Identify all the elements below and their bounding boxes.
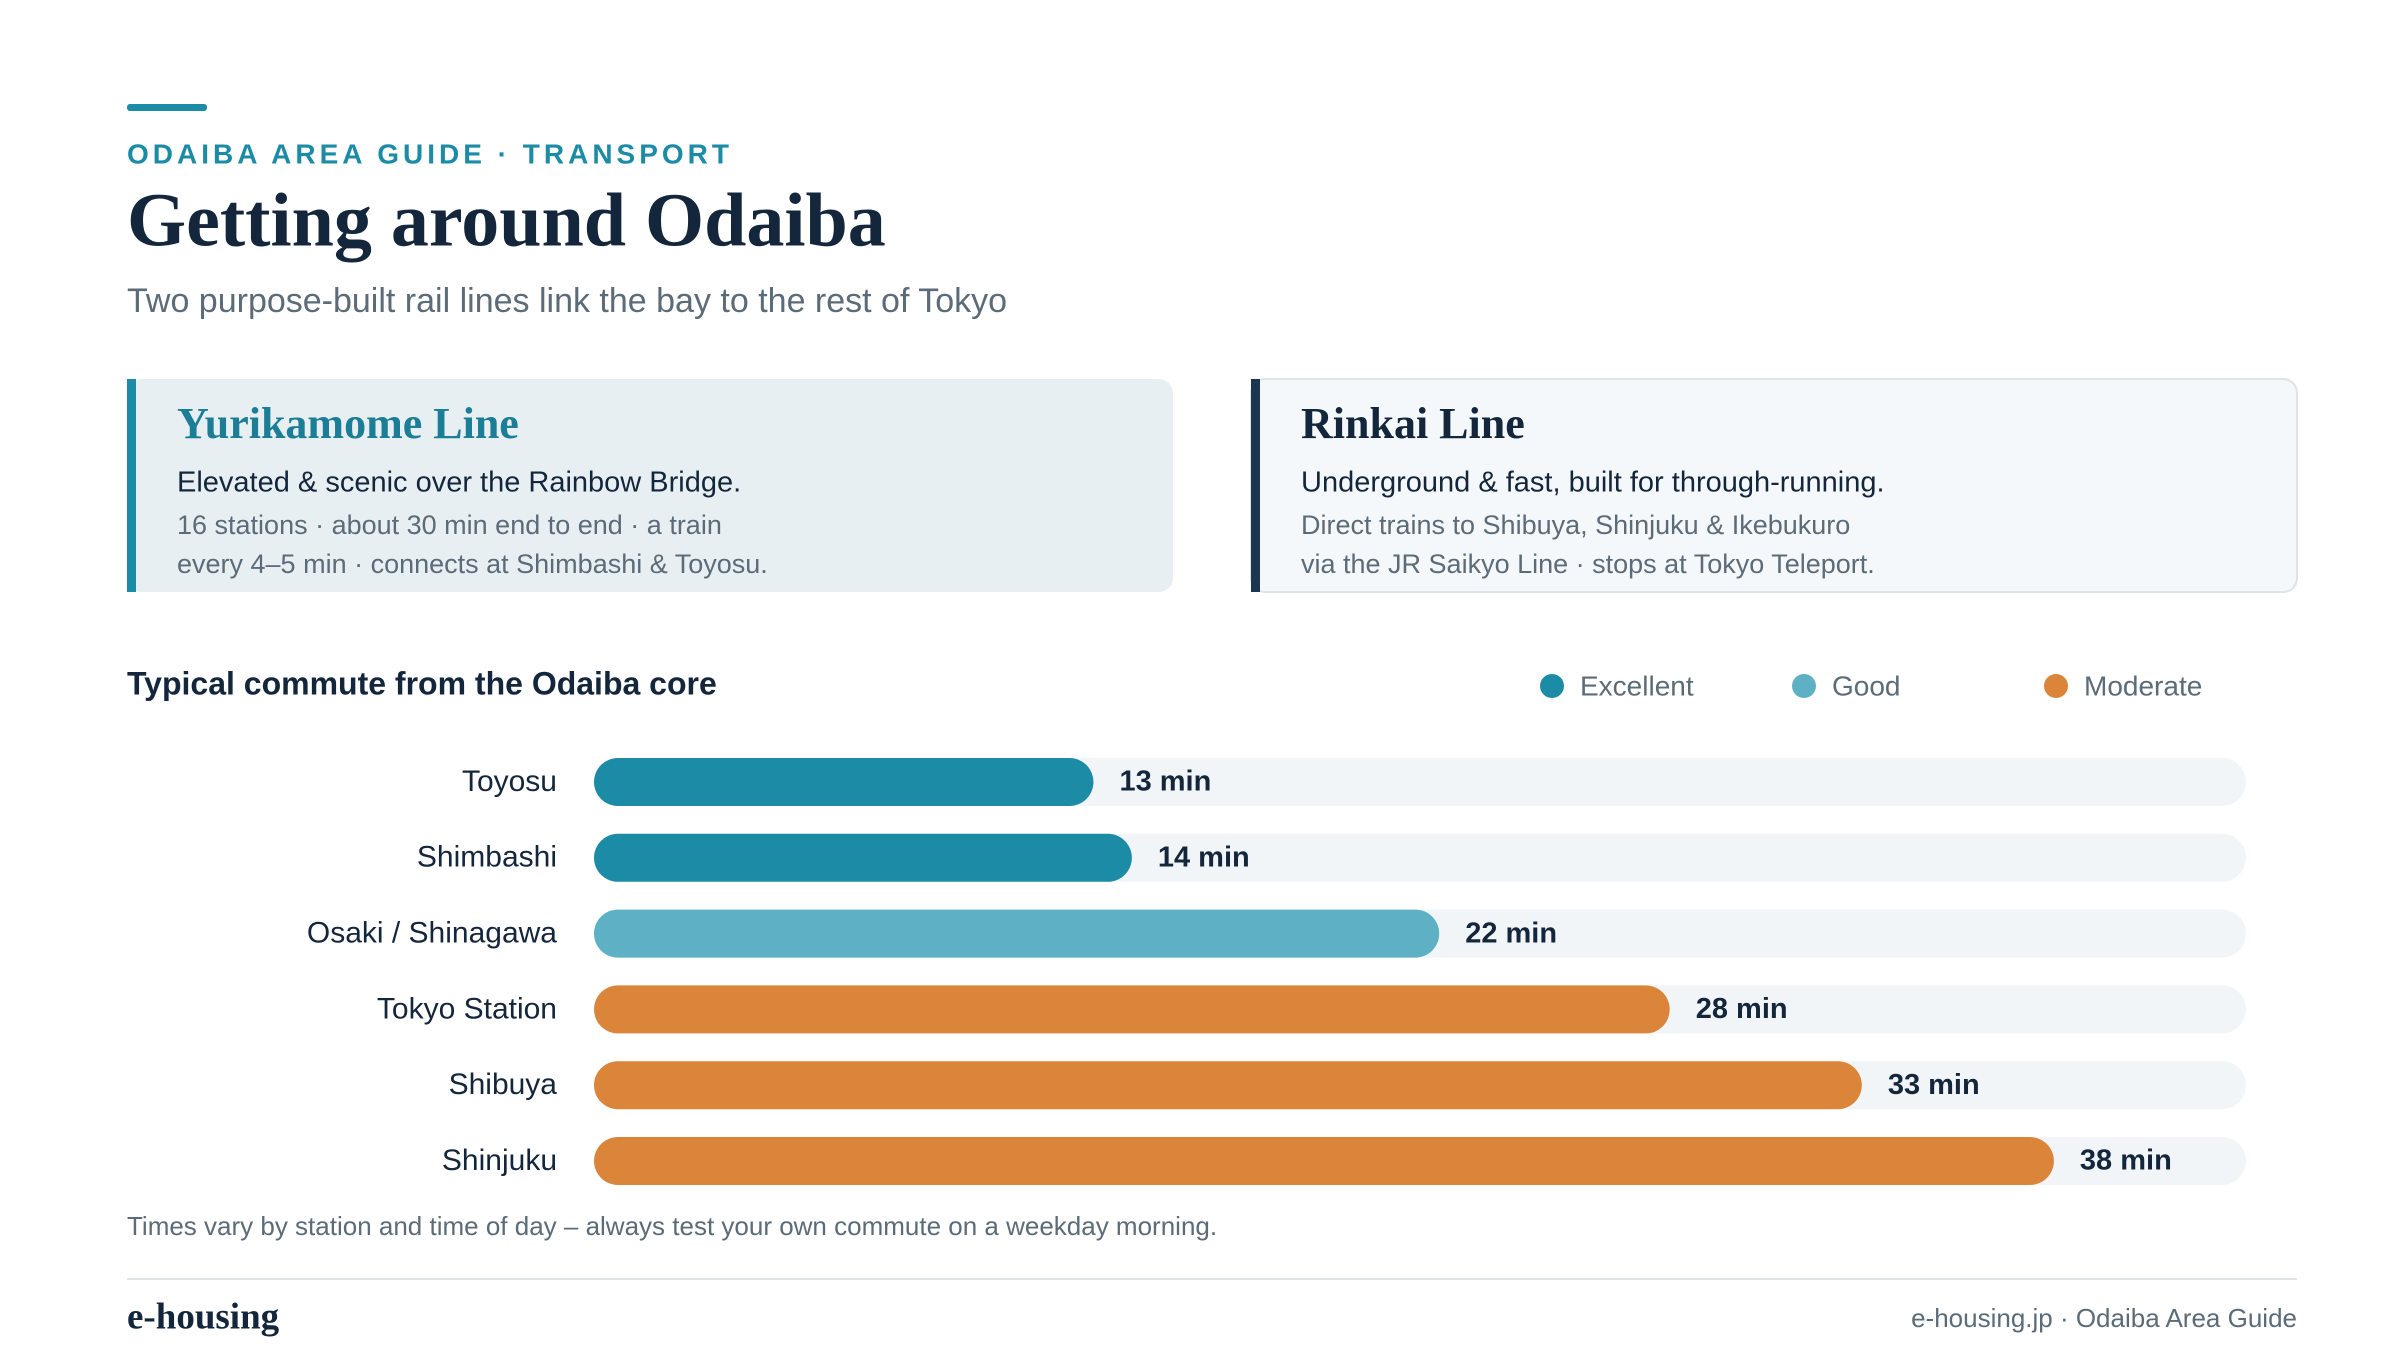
- card-title: Rinkai Line: [1301, 399, 1525, 448]
- category-label: Shibuya: [449, 1068, 558, 1101]
- chart-note: Times vary by station and time of day – …: [127, 1211, 1217, 1241]
- bar: [594, 1061, 1862, 1110]
- card-text: Direct trains to Shibuya, Shinjuku & Ike…: [1301, 510, 1850, 540]
- accent-bar: [127, 104, 207, 111]
- card-lead: Elevated & scenic over the Rainbow Bridg…: [177, 467, 741, 499]
- card-accent: [127, 379, 136, 592]
- card-lead: Underground & fast, built for through-ru…: [1301, 467, 1885, 499]
- brand: e-housing: [127, 1296, 280, 1337]
- page-title: Getting around Odaiba: [127, 178, 886, 262]
- bar: [594, 758, 1094, 806]
- bar: [594, 1137, 2054, 1185]
- card: [127, 379, 1173, 592]
- card-text: 16 stations · about 30 min end to end · …: [177, 510, 722, 540]
- card-title: Yurikamome Line: [177, 399, 519, 448]
- footer-credit: e-housing.jp · Odaiba Area Guide: [1911, 1303, 2297, 1333]
- legend-dot: [1792, 674, 1816, 698]
- category-label: Shimbashi: [417, 841, 557, 874]
- category-label: Toyosu: [462, 765, 557, 798]
- card-accent: [1251, 379, 1260, 592]
- bar: [594, 909, 1440, 958]
- legend-label: Good: [1832, 670, 1901, 701]
- value-label: 28 min: [1696, 993, 1788, 1025]
- value-label: 38 min: [2080, 1145, 2172, 1177]
- card-text: via the JR Saikyo Line · stops at Tokyo …: [1301, 549, 1875, 579]
- chart-title: Typical commute from the Odaiba core: [127, 665, 717, 701]
- category-label: Shinjuku: [442, 1144, 557, 1177]
- value-label: 33 min: [1888, 1069, 1980, 1101]
- subtitle: Two purpose-built rail lines link the ba…: [127, 282, 1007, 320]
- category-label: Tokyo Station: [377, 992, 557, 1025]
- legend-label: Moderate: [2084, 670, 2202, 701]
- legend-label: Excellent: [1580, 670, 1694, 701]
- legend-dot: [2044, 674, 2068, 698]
- kicker: ODAIBA AREA GUIDE · TRANSPORT: [127, 138, 733, 169]
- bar: [594, 833, 1132, 882]
- bar: [594, 985, 1670, 1034]
- value-label: 14 min: [1158, 841, 1250, 873]
- legend-dot: [1540, 674, 1564, 698]
- card-text: every 4–5 min · connects at Shimbashi & …: [177, 549, 768, 579]
- value-label: 22 min: [1465, 917, 1557, 949]
- category-label: Osaki / Shinagawa: [307, 917, 557, 950]
- value-label: 13 min: [1119, 766, 1211, 798]
